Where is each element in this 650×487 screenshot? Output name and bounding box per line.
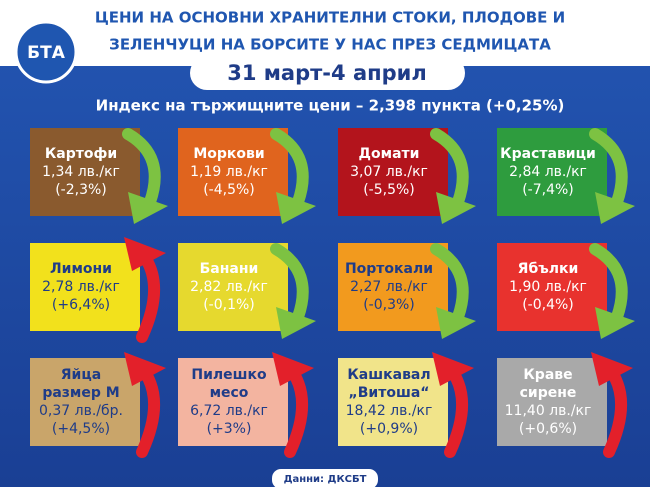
- arrow-down: [589, 128, 628, 208]
- item-price: 2,82 лв./кг: [190, 279, 268, 295]
- header-band: [0, 0, 650, 66]
- arrow-head: [595, 307, 635, 339]
- cards: Картофи 1,34 лв./кг (-2,3%) Моркови 1,19 лв.…: [30, 128, 635, 458]
- subtitle: Индекс на тържищните цени – 2,398 пункта…: [96, 97, 565, 115]
- card: [178, 128, 288, 216]
- card: [178, 358, 288, 446]
- arrow-down: [270, 128, 309, 208]
- item-name: Портокали: [345, 261, 433, 277]
- item-change: (+0,9%): [360, 421, 418, 437]
- item-name: сирене: [520, 385, 577, 401]
- card: [338, 128, 448, 216]
- item-change: (-0,3%): [363, 297, 415, 313]
- logo-text: БТА: [27, 43, 66, 63]
- item-change: (-7,4%): [522, 182, 574, 198]
- item-price: 1,90 лв./кг: [509, 279, 587, 295]
- item-name: Домати: [359, 146, 420, 162]
- item-change: (-0,4%): [522, 297, 574, 313]
- item-change: (-0,1%): [203, 297, 255, 313]
- arrow-head: [276, 307, 316, 339]
- item-change: (+6,4%): [52, 297, 110, 313]
- arrow-up: [603, 368, 628, 458]
- item-change: (-5,5%): [363, 182, 415, 198]
- item-name: Пилешко: [191, 367, 267, 383]
- item-price: 1,19 лв./кг: [190, 164, 268, 180]
- arrow-head: [595, 192, 635, 224]
- arrow-down: [430, 128, 469, 208]
- item-name: Краве: [523, 367, 572, 383]
- item-price: 2,78 лв./кг: [42, 279, 120, 295]
- arrow-down: [270, 243, 309, 323]
- arrow-head: [124, 352, 166, 386]
- arrow-head: [128, 192, 168, 224]
- arrow-head: [591, 352, 633, 386]
- item-price: 6,72 лв./кг: [190, 403, 268, 419]
- arrow-head: [276, 192, 316, 224]
- arrow-head: [124, 237, 166, 271]
- card: [497, 243, 607, 331]
- item-price: 11,40 лв./кг: [505, 403, 592, 419]
- arrow-down: [589, 243, 628, 323]
- card: [338, 243, 448, 331]
- card: [338, 358, 448, 446]
- arrow-head: [272, 352, 314, 386]
- arrow-down: [430, 243, 469, 323]
- item-price: 0,37 лв./бр.: [39, 403, 123, 419]
- item-change: (-4,5%): [203, 182, 255, 198]
- item-change: (+0,6%): [519, 421, 577, 437]
- item-name: Моркови: [193, 146, 264, 162]
- logo: [14, 20, 78, 84]
- arrow-up: [444, 368, 468, 458]
- card: [30, 358, 140, 446]
- item-change: (+3%): [207, 421, 252, 437]
- item-price: 3,07 лв./кг: [350, 164, 428, 180]
- arrow-up: [284, 368, 309, 458]
- item-name: „Витоша“: [349, 385, 430, 401]
- card: [497, 358, 607, 446]
- item-price: 2,27 лв./кг: [350, 279, 428, 295]
- item-name: Банани: [200, 261, 259, 277]
- item-change: (+4,5%): [52, 421, 110, 437]
- item-price: 1,34 лв./кг: [42, 164, 120, 180]
- item-name: Краставици: [500, 146, 596, 162]
- card: [30, 128, 140, 216]
- item-name: Кашкавал: [347, 367, 430, 383]
- card: [497, 128, 607, 216]
- title: ЦЕНИ НА ОСНОВНИ ХРАНИТЕЛНИ СТОКИ, ПЛОДОВ…: [95, 9, 565, 27]
- title: ЗЕЛЕНЧУЦИ НА БОРСИТЕ У НАС ПРЕЗ СЕДМИЦАТ…: [109, 36, 551, 54]
- period: 31 март-4 април: [227, 61, 427, 85]
- item-name: Ябълки: [518, 261, 579, 277]
- item-name: Лимони: [50, 261, 112, 277]
- arrow-head: [436, 307, 476, 339]
- source: Данни: ДКСБТ: [284, 474, 367, 485]
- card: [30, 243, 140, 331]
- arrow-head: [432, 352, 474, 386]
- item-name: Яйца: [61, 367, 101, 383]
- item-name: Картофи: [45, 146, 117, 162]
- source-pill: [272, 469, 378, 487]
- card: [178, 243, 288, 331]
- arrow-up: [136, 253, 161, 343]
- item-name: месо: [210, 385, 249, 401]
- arrow-head: [436, 192, 476, 224]
- item-price: 2,84 лв./кг: [509, 164, 587, 180]
- item-name: размер М: [42, 385, 119, 401]
- item-price: 18,42 лв./кг: [346, 403, 433, 419]
- item-change: (-2,3%): [55, 182, 107, 198]
- period-pill: [190, 56, 465, 90]
- arrow-down: [122, 128, 161, 208]
- arrow-up: [136, 368, 161, 458]
